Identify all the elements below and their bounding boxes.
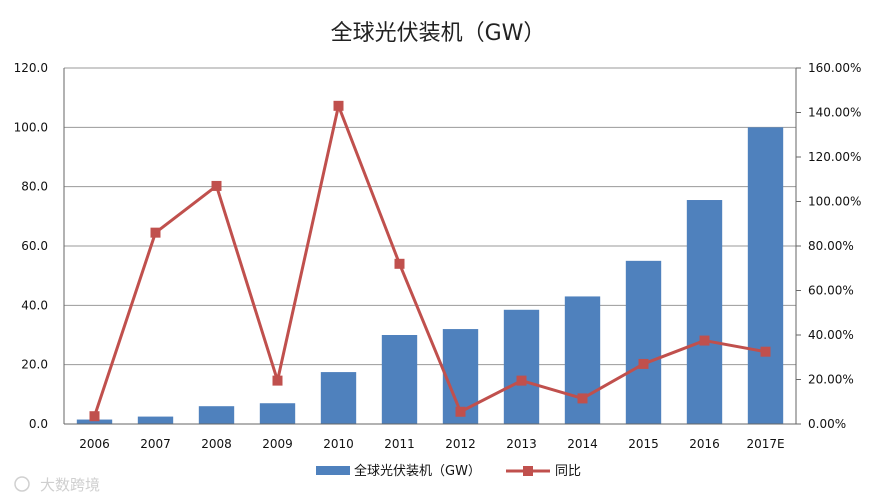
line-point — [638, 358, 649, 369]
legend-line-label: 同比 — [555, 464, 581, 479]
watermark-text: 大数跨境 — [40, 476, 100, 494]
line-point — [394, 258, 405, 269]
line-point — [516, 375, 527, 386]
y-right-tick-label: 60.00% — [808, 284, 854, 298]
y-left-tick-label: 100.0 — [14, 120, 48, 134]
x-tick-label: 2009 — [262, 437, 293, 451]
x-tick-label: 2016 — [689, 437, 720, 451]
line-point — [272, 375, 283, 386]
legend-bar-label: 全球光伏装机（GW） — [354, 463, 481, 479]
bar — [76, 419, 113, 424]
grid-lines — [64, 67, 796, 425]
y-left-tick-label: 120.0 — [14, 61, 48, 75]
bar — [137, 416, 174, 424]
x-tick-label: 2010 — [323, 437, 354, 451]
x-tick-label: 2006 — [79, 437, 110, 451]
y-left-tick-label: 40.0 — [21, 298, 48, 312]
watermark-logo-icon — [14, 476, 30, 492]
y-left-tick-label: 80.0 — [21, 180, 48, 194]
y-right-tick-label: 40.00% — [808, 328, 854, 342]
y-right-tick-label: 0.00% — [808, 417, 846, 431]
bar — [686, 200, 723, 424]
x-tick-label: 2017E — [746, 437, 784, 451]
y-right-tick-label: 100.00% — [808, 195, 861, 209]
watermark: 大数跨境 — [14, 476, 100, 494]
y-right-tick-label: 20.00% — [808, 373, 854, 387]
line-point — [577, 393, 588, 404]
x-tick-label: 2015 — [628, 437, 659, 451]
y-left-tick-label: 20.0 — [21, 358, 48, 372]
legend-line-marker — [523, 466, 533, 476]
x-tick-label: 2011 — [384, 437, 415, 451]
x-tick-label: 2007 — [140, 437, 171, 451]
legend: 全球光伏装机（GW） 同比 — [316, 463, 581, 479]
chart-title: 全球光伏装机（GW） — [331, 21, 546, 46]
line-point — [211, 180, 222, 191]
x-tick-label: 2012 — [445, 437, 476, 451]
line-point — [455, 406, 466, 417]
axes: 0.0 20.0 40.0 60.0 80.0 100.0 120.0 0.00% 20.00%… — [14, 61, 862, 451]
x-tick-label: 2008 — [201, 437, 232, 451]
y-left-tick-label: 0.0 — [29, 417, 48, 431]
bar — [320, 372, 357, 424]
line-point — [89, 411, 100, 422]
y-right-tick-label: 160.00% — [808, 61, 861, 75]
line-point — [333, 100, 344, 111]
bar — [259, 403, 296, 424]
line-point — [699, 335, 710, 346]
y-right-tick-label: 80.00% — [808, 239, 854, 253]
line-point — [760, 346, 771, 357]
bar — [625, 260, 662, 424]
y-left-tick-label: 60.0 — [21, 239, 48, 253]
bar — [198, 406, 235, 424]
series-line — [93, 104, 766, 417]
x-tick-label: 2013 — [506, 437, 537, 451]
bar-series — [76, 127, 784, 424]
bar — [564, 296, 601, 424]
line-point — [150, 227, 161, 238]
line-series — [89, 100, 771, 422]
legend-bar-swatch — [316, 466, 350, 475]
y-right-tick-label: 140.00% — [808, 106, 861, 120]
y-right-tick-label: 120.00% — [808, 150, 861, 164]
bar — [381, 335, 418, 424]
x-tick-label: 2014 — [567, 437, 598, 451]
bar — [503, 309, 540, 424]
bar — [747, 127, 784, 424]
